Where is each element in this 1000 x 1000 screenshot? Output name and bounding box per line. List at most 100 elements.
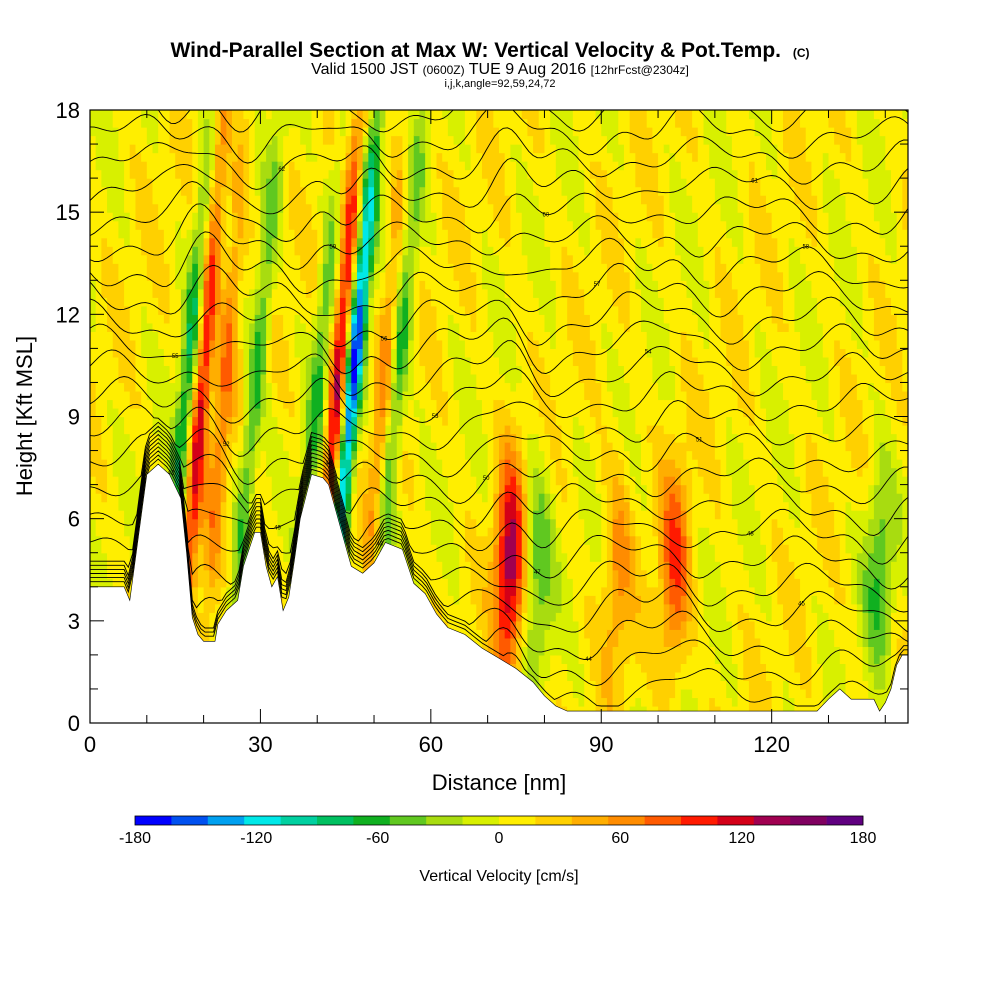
velocity-cell	[839, 416, 847, 588]
velocity-cell	[550, 280, 557, 349]
velocity-cell	[436, 416, 443, 460]
velocity-cell	[334, 110, 341, 162]
velocity-cell	[180, 390, 188, 452]
velocity-cell	[192, 314, 199, 341]
velocity-cell	[368, 280, 375, 298]
velocity-cell	[680, 135, 688, 179]
velocity-cell	[527, 178, 534, 281]
velocity-cell	[334, 348, 341, 375]
velocity-cell	[112, 356, 119, 409]
velocity-cell	[754, 110, 761, 137]
velocity-cell	[226, 322, 233, 392]
velocity-cell	[413, 246, 421, 273]
velocity-cell	[771, 322, 778, 367]
velocity-cell	[561, 246, 568, 298]
velocity-cell	[550, 493, 557, 520]
velocity-cell	[459, 433, 466, 682]
velocity-cell	[737, 629, 744, 723]
velocity-cell	[709, 646, 716, 699]
velocity-cell	[464, 356, 472, 460]
velocity-cell	[533, 578, 540, 723]
velocity-cell	[731, 663, 739, 707]
velocity-cell	[572, 697, 580, 723]
velocity-cell	[464, 314, 472, 358]
velocity-cell	[180, 476, 188, 494]
velocity-cell	[226, 195, 233, 247]
velocity-cell	[555, 178, 563, 426]
velocity-cell	[578, 382, 585, 426]
theta-contour-label: 58	[802, 245, 809, 251]
velocity-cell	[527, 331, 534, 367]
velocity-cell	[584, 110, 591, 213]
velocity-cell	[890, 212, 898, 264]
velocity-cell	[220, 288, 227, 315]
velocity-cell	[555, 612, 563, 656]
velocity-cell	[771, 178, 778, 239]
velocity-cell	[192, 390, 199, 401]
velocity-cell	[192, 382, 199, 392]
velocity-cell	[760, 331, 767, 409]
velocity-cell	[504, 501, 511, 537]
velocity-cell	[351, 322, 358, 341]
velocity-cell	[652, 237, 659, 281]
velocity-cell	[606, 629, 614, 716]
velocity-cell	[254, 263, 262, 290]
velocity-cell	[192, 518, 199, 537]
velocity-cell	[277, 314, 284, 401]
velocity-cell	[544, 467, 551, 494]
velocity-cell	[180, 348, 188, 392]
velocity-cell	[453, 399, 460, 545]
velocity-cell	[385, 425, 392, 443]
velocity-cell	[186, 459, 193, 477]
velocity-cell	[214, 552, 222, 579]
velocity-cell	[623, 382, 631, 452]
velocity-cell	[391, 237, 398, 307]
colorbar-swatch	[608, 816, 645, 825]
velocity-cell	[266, 178, 273, 264]
velocity-cell	[362, 425, 369, 460]
velocity-cell	[356, 169, 364, 196]
velocity-cell	[862, 612, 869, 647]
velocity-cell	[158, 229, 165, 315]
velocity-cell	[135, 390, 142, 409]
velocity-cell	[703, 348, 710, 392]
velocity-cell	[425, 425, 432, 511]
velocity-cell	[169, 110, 176, 154]
velocity-cell	[288, 110, 296, 128]
velocity-cell	[271, 263, 279, 290]
velocity-cell	[555, 561, 563, 613]
velocity-cell	[118, 280, 125, 384]
velocity-cell	[834, 339, 841, 367]
velocity-cell	[254, 288, 262, 315]
velocity-cell	[777, 603, 784, 723]
velocity-cell	[209, 467, 216, 511]
velocity-cell	[822, 612, 830, 707]
velocity-cell	[402, 416, 409, 452]
velocity-cell	[197, 365, 205, 384]
velocity-cell	[516, 467, 523, 486]
velocity-cell	[851, 110, 858, 247]
velocity-cell	[873, 118, 881, 222]
velocity-cell	[516, 620, 523, 639]
velocity-cell	[697, 476, 705, 528]
velocity-cell	[896, 586, 903, 639]
velocity-cell	[709, 501, 716, 545]
velocity-cell	[186, 322, 193, 358]
velocity-cell	[249, 450, 256, 494]
velocity-cell	[686, 110, 693, 154]
velocity-cell	[783, 322, 790, 332]
velocity-cell	[197, 586, 205, 613]
velocity-cell	[561, 110, 568, 196]
velocity-cell	[220, 186, 227, 290]
velocity-cell	[709, 416, 716, 503]
velocity-cell	[584, 442, 591, 545]
velocity-cell	[339, 169, 347, 205]
velocity-cell	[845, 450, 852, 503]
velocity-cell	[396, 169, 404, 230]
velocity-cell	[288, 416, 296, 477]
velocity-cell	[339, 407, 347, 418]
velocity-cell	[351, 399, 358, 409]
velocity-cell	[499, 459, 506, 494]
velocity-cell	[783, 501, 790, 545]
velocity-cell	[192, 263, 199, 298]
